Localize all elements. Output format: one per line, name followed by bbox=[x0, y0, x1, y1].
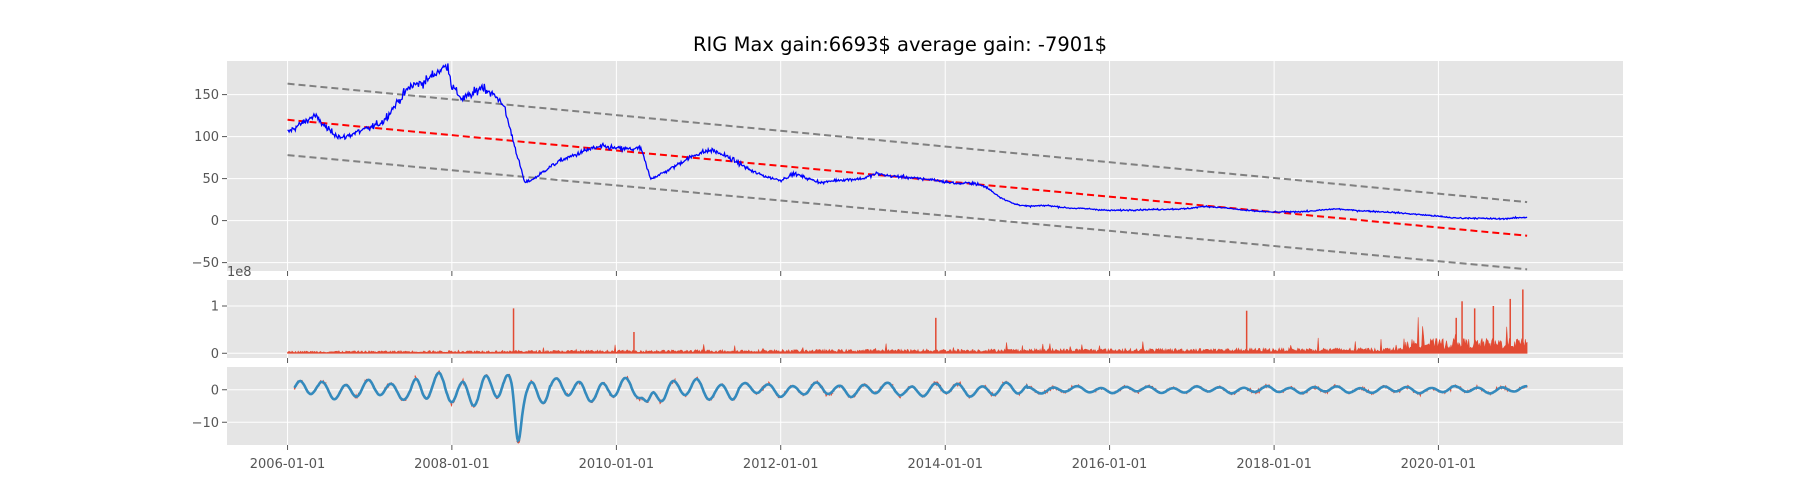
x-tick-label: 2014-01-01 bbox=[907, 457, 983, 472]
price-axes-background bbox=[227, 61, 1623, 271]
oscillator-slow-line bbox=[293, 371, 1528, 443]
y-tick-label: 0 bbox=[211, 383, 219, 398]
oscillator-y-ticks: −10 0 bbox=[192, 383, 227, 431]
band-line bbox=[287, 154, 1528, 271]
volume-area bbox=[287, 317, 1528, 354]
oscillator-series bbox=[293, 369, 1528, 446]
volume-y-ticks: 01 bbox=[211, 300, 227, 362]
price-y-ticks: −50 0 50 100 150 bbox=[192, 88, 227, 271]
volume-x-tick-marks bbox=[287, 358, 1439, 363]
x-tick-label: 2010-01-01 bbox=[579, 457, 655, 472]
x-tick-label: 2008-01-01 bbox=[414, 457, 490, 472]
x-tick-label: 2020-01-01 bbox=[1401, 457, 1477, 472]
price-series bbox=[287, 63, 1528, 271]
y-tick-label: −10 bbox=[192, 416, 219, 431]
volume-panel: 01 1e8 bbox=[211, 265, 1623, 363]
price-panel: −50 0 50 100 150 bbox=[192, 61, 1623, 276]
y-tick-label: 1 bbox=[211, 300, 219, 315]
band-line bbox=[287, 82, 1528, 204]
x-tick-label: 2016-01-01 bbox=[1072, 457, 1148, 472]
y-tick-label: 50 bbox=[202, 172, 219, 187]
y-tick-label: 150 bbox=[194, 88, 219, 103]
x-tick-label: 2006-01-01 bbox=[250, 457, 326, 472]
price-grid bbox=[227, 61, 1623, 271]
price-x-tick-marks bbox=[287, 271, 1439, 276]
oscillator-panel: −10 0 2006-01-01 2008-01-01 2010-01-01 2012-… bbox=[192, 367, 1623, 472]
volume-offset-text: 1e8 bbox=[227, 265, 252, 280]
chart-title: RIG Max gain:6693$ average gain: -7901$ bbox=[693, 33, 1107, 56]
oscillator-axes-background bbox=[227, 367, 1623, 445]
volume-axes-background bbox=[227, 280, 1623, 358]
oscillator-x-tick-marks bbox=[287, 445, 1439, 450]
volume-series bbox=[287, 289, 1528, 354]
x-axis-tick-labels: 2006-01-01 2008-01-01 2010-01-01 2012-01-01… bbox=[250, 457, 1476, 472]
y-tick-label: 0 bbox=[211, 347, 219, 362]
y-tick-label: −50 bbox=[192, 256, 219, 271]
y-tick-label: 100 bbox=[194, 130, 219, 145]
y-tick-label: 0 bbox=[211, 214, 219, 229]
x-tick-label: 2018-01-01 bbox=[1236, 457, 1312, 472]
x-tick-label: 2012-01-01 bbox=[743, 457, 819, 472]
price-line bbox=[287, 63, 1528, 221]
